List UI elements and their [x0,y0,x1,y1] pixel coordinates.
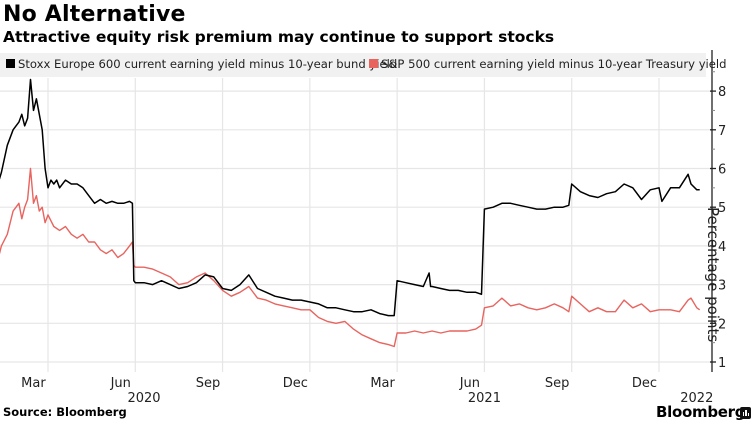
x-tick-label: Mar [370,376,395,391]
legend [0,53,706,77]
x-year-label: 2020 [127,391,160,406]
y-tick-label: 8 [718,85,726,100]
x-tick-label: Jun [459,376,480,391]
x-year-label: 2021 [468,391,501,406]
bloomberg-terminal-icon [740,407,751,419]
x-tick-label: Dec [283,376,308,391]
legend-swatch-sp500 [369,59,378,68]
y-tick-label: 4 [718,240,726,255]
chart-title: No Alternative [3,2,186,27]
y-tick-label: 5 [718,201,726,216]
x-tick-label: Mar [21,376,46,391]
y-axis-label: Percentage points [704,207,722,343]
chart-subtitle: Attractive equity risk premium may conti… [3,28,555,46]
y-tick-label: 1 [718,356,726,371]
gridlines [0,78,712,372]
series-line-stoxx [0,78,700,317]
x-tick-label: Sep [196,376,221,391]
legend-item-stoxx: Stoxx Europe 600 current earning yield m… [6,57,397,71]
source-note: Source: Bloomberg [3,405,127,419]
y-tick-label: 7 [718,124,726,139]
bloomberg-logo: Bloomberg [656,403,746,421]
y-tick-label: 3 [718,279,726,294]
x-tick-label: Dec [632,376,657,391]
x-axis-labels: Mar Jun Sep Dec Mar Jun Sep Dec 2020 2021 2022 [21,376,713,406]
series-lines [0,78,701,348]
legend-item-sp500: S&P 500 current earning yield minus 10-y… [369,57,726,71]
y-tick-label: 6 [718,163,726,178]
legend-label-stoxx: Stoxx Europe 600 current earning yield m… [18,57,398,71]
series-line-sp500 [0,167,701,348]
legend-swatch-stoxx [6,59,15,68]
x-tick-label: Jun [110,376,131,391]
legend-label-sp500: S&P 500 current earning yield minus 10-y… [381,57,727,71]
y-axis: 1 2 3 4 5 6 7 8 [710,50,726,372]
x-tick-label: Sep [545,376,570,391]
y-tick-label: 2 [718,317,726,332]
x-year-label: 2022 [680,391,713,406]
